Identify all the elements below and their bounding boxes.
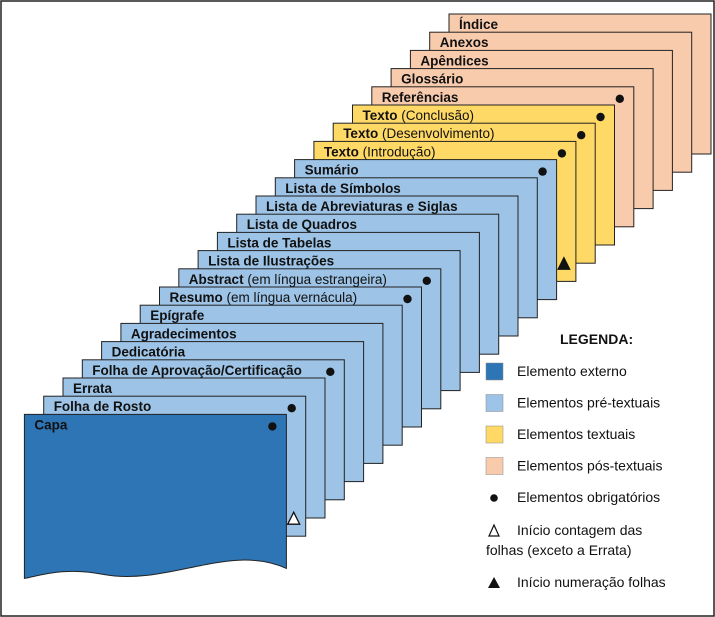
- mandatory-dot-icon: [326, 367, 335, 376]
- page-label-bold: Dedicatória: [112, 345, 186, 360]
- legend-swatch: [485, 425, 504, 444]
- page-label-bold: Índice: [459, 17, 499, 32]
- page-label: Abstract (em língua estrangeira): [189, 272, 387, 287]
- page-label-bold: Lista de Tabelas: [227, 235, 331, 250]
- legend-label: Elementos pós-textuais: [517, 458, 663, 474]
- page-label-rest: (em língua estrangeira): [244, 272, 387, 287]
- page-label-bold: Glossário: [401, 72, 463, 87]
- legend-label: folhas (exceto a Errata): [486, 542, 632, 558]
- page-label: Lista de Quadros: [247, 217, 357, 232]
- page-label: Resumo (em língua vernácula): [170, 290, 358, 305]
- page-label-bold: Abstract: [189, 272, 244, 287]
- legend-item-filled-triangle: Início numeração folhas: [488, 574, 666, 590]
- page-label-bold: Lista de Abreviaturas e Siglas: [266, 199, 458, 214]
- page-label: Folha de Rosto: [54, 399, 152, 414]
- page-label-rest: (Introdução): [359, 144, 436, 159]
- page-label: Dedicatória: [112, 345, 186, 360]
- legend-label: Elementos textuais: [517, 426, 635, 442]
- page-label-bold: Folha de Rosto: [54, 399, 152, 414]
- legend-item-externo: Elemento externo: [485, 362, 627, 381]
- page-label: Glossário: [401, 72, 463, 87]
- filled-triangle-icon: [488, 577, 500, 588]
- page-label: Texto (Desenvolvimento): [343, 126, 494, 141]
- legend-item-textual: Elementos textuais: [485, 425, 635, 444]
- legend-label: Início contagem das: [517, 522, 642, 538]
- mandatory-dot-icon: [287, 404, 296, 413]
- page-label: Errata: [73, 381, 113, 396]
- page-label-bold: Referências: [382, 90, 459, 105]
- legend-swatch: [485, 394, 504, 412]
- page-label: Lista de Abreviaturas e Siglas: [266, 199, 458, 214]
- page-label-bold: Lista de Quadros: [247, 217, 357, 232]
- page-label-bold: Texto: [343, 126, 378, 141]
- page-numbering-start-icon: [557, 256, 571, 270]
- legend-item-dot: Elementos obrigatórios: [490, 489, 660, 505]
- legend-swatch: [485, 457, 504, 475]
- page-label-bold: Errata: [73, 381, 113, 396]
- page-label-bold: Anexos: [440, 35, 489, 50]
- hollow-triangle-icon: [488, 523, 500, 537]
- legend-item-pos: Elementos pós-textuais: [485, 457, 663, 475]
- legend-swatch: [485, 362, 504, 381]
- legend-title: LEGENDA:: [560, 331, 633, 347]
- page-label: Agradecimentos: [131, 326, 237, 341]
- legend-label: Elementos obrigatórios: [517, 489, 660, 505]
- stacked-pages: Índice Anexos Apêndices Glossário Referência…: [23, 13, 712, 579]
- mandatory-dot-icon: [422, 276, 431, 285]
- page-label-bold: Lista de Ilustrações: [208, 254, 334, 269]
- page-label-bold: Epígrafe: [150, 308, 205, 323]
- page-label-rest: (Desenvolvimento): [378, 126, 494, 141]
- page-label-bold: Texto: [363, 108, 398, 123]
- page-label-bold: Resumo: [170, 290, 223, 305]
- page-label-rest: (Conclusão): [398, 108, 475, 123]
- page-sheet: [23, 413, 287, 579]
- page-label: Lista de Símbolos: [285, 181, 401, 196]
- mandatory-dot-icon: [596, 112, 605, 122]
- page-label: Texto (Conclusão): [363, 108, 475, 123]
- sheet-count-start-icon: [286, 510, 301, 525]
- page-label: Referências: [382, 90, 459, 105]
- legend: LEGENDA: Elemento externo Elementos pré-te…: [485, 331, 666, 590]
- page-label: Folha de Aprovação/Certificação: [92, 363, 302, 378]
- page-label-bold: Agradecimentos: [131, 326, 237, 341]
- page-label: Apêndices: [420, 53, 488, 68]
- dot-icon: [490, 494, 498, 502]
- legend-label: Início numeração folhas: [517, 574, 666, 590]
- page-label: Lista de Tabelas: [227, 235, 331, 250]
- page-label-bold: Folha de Aprovação/Certificação: [92, 363, 302, 378]
- page-label: Capa: [34, 417, 68, 432]
- legend-item-hollow-triangle: Início contagem das folhas (exceto a Erra…: [486, 522, 642, 558]
- page-label: Texto (Introdução): [324, 144, 436, 159]
- page-label: Sumário: [305, 163, 359, 178]
- legend-label: Elementos pré-textuais: [517, 395, 660, 411]
- legend-label: Elemento externo: [517, 363, 627, 379]
- page-label-bold: Capa: [34, 417, 68, 432]
- mandatory-dot-icon: [577, 131, 586, 140]
- mandatory-dot-icon: [403, 294, 412, 304]
- page-label-bold: Texto: [324, 144, 359, 159]
- mandatory-dot-icon: [538, 167, 547, 176]
- page-label-rest: (em língua vernácula): [223, 290, 357, 305]
- mandatory-dot-icon: [615, 94, 624, 104]
- page-label-bold: Sumário: [305, 163, 359, 178]
- page-label: Anexos: [440, 35, 489, 50]
- page-label-bold: Lista de Símbolos: [285, 181, 401, 196]
- mandatory-dot-icon: [557, 149, 567, 158]
- page-label: Índice: [459, 17, 499, 32]
- page-label-bold: Apêndices: [420, 53, 488, 68]
- page-capa: Capa: [23, 413, 287, 579]
- page-label: Epígrafe: [150, 308, 205, 323]
- page-label: Lista de Ilustrações: [208, 254, 334, 269]
- legend-item-pre: Elementos pré-textuais: [485, 394, 660, 412]
- mandatory-dot-icon: [268, 422, 277, 431]
